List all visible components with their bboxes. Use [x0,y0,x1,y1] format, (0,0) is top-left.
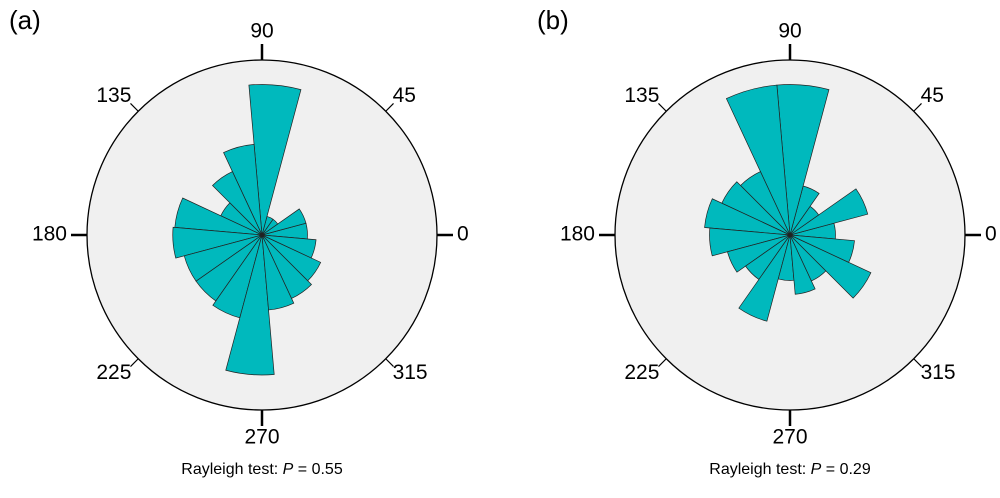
rose-wedge [725,84,791,236]
theta-tick-label: 45 [393,84,416,107]
rose-wedge [261,208,307,236]
theta-tick-label: 225 [96,361,131,384]
rose-wedge [789,234,816,295]
test-result: Rayleigh test: P = 0.29 [709,461,871,478]
theta-tick-label: 0 [457,223,469,246]
rose-wedge [789,234,855,263]
rose-wedge [704,198,791,236]
test-value: = 0.55 [298,461,343,478]
theta-tick-label: 270 [772,426,807,449]
test-symbol: P [283,461,294,478]
theta-tick [658,358,667,367]
rose-wedge [212,171,263,236]
test-value: = 0.29 [826,461,871,478]
theta-tick-label: 180 [560,223,595,246]
theta-tick-label: 270 [244,426,279,449]
theta-tick-label: 315 [921,361,956,384]
rose-wedge [248,84,302,236]
theta-tick [385,358,394,367]
theta-tick-label: 225 [624,361,659,384]
panel-label: (b) [537,5,569,35]
theta-tick-label: 135 [624,84,659,107]
theta-tick [130,358,139,367]
theta-tick [913,103,922,112]
rose-wedge [223,143,263,236]
test-name: Rayleigh test: [709,461,806,478]
theta-tick [658,103,667,112]
theta-tick [385,103,394,112]
rose-wedge [261,234,312,299]
rose-wedge [789,234,872,299]
rose-wedge [727,234,791,273]
theta-tick-label: 135 [96,84,131,107]
rose-panel: (a) 0 45 90 135 180 225 270 315 Rayleigh test: P … [9,5,469,478]
theta-tick-label: 45 [921,84,944,107]
theta-tick-label: 180 [32,223,67,246]
rose-wedge [789,188,869,236]
rose-wedge [261,234,295,311]
rose-wedge [709,227,791,257]
rose-panel: (b) 0 45 90 135 180 225 270 315 Rayleigh test: P … [537,5,997,478]
test-symbol: P [811,461,822,478]
test-result: Rayleigh test: P = 0.55 [181,461,343,478]
theta-tick-label: 315 [393,361,428,384]
rose-wedge [225,234,275,376]
rose-wedge [172,226,263,259]
test-name: Rayleigh test: [181,461,278,478]
theta-tick-label: 90 [250,20,273,43]
theta-tick [913,358,922,367]
panel-label: (a) [9,5,41,35]
rose-wedge [261,234,322,282]
theta-tick-label: 0 [985,223,997,246]
theta-tick [130,103,139,112]
rose-wedge [738,234,791,322]
theta-tick-label: 90 [778,20,801,43]
rose-wedge [261,234,317,259]
